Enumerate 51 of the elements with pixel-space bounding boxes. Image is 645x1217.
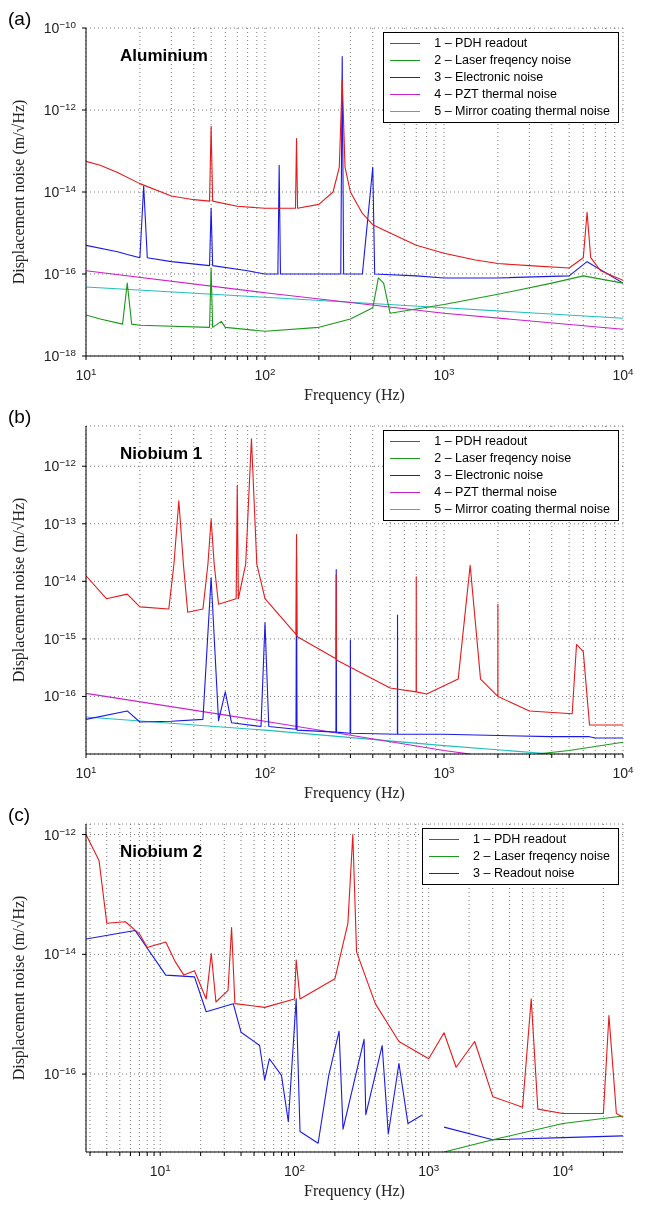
- annotation: Niobium 2: [120, 842, 203, 862]
- x-tick-label: 10$^{3}$: [433, 365, 456, 383]
- y-tick-label: 10$^{−13}$: [43, 514, 77, 532]
- legend-label: 2 – Laser freqency noise: [434, 52, 572, 69]
- y-tick-label: 10$^{−14}$: [43, 182, 77, 200]
- annotation: Aluminium: [120, 46, 208, 66]
- x-tick-label: 10$^{2}$: [254, 365, 276, 383]
- legend-label: 2 – Laser freqency noise: [434, 450, 572, 467]
- legend-label: 4 – PZT thermal noise: [434, 484, 557, 501]
- y-axis-title: Displacement noise (m/√Hz): [9, 497, 28, 683]
- legend-label: 1 – PDH readout: [434, 35, 528, 52]
- y-tick-label: 10$^{−12}$: [43, 825, 76, 843]
- y-tick-label: 10$^{−15}$: [43, 629, 77, 647]
- legend-label: 1 – PDH readout: [473, 831, 567, 848]
- chart-title: (b): [8, 406, 32, 428]
- y-axis-title: Displacement noise (m/√Hz): [9, 99, 28, 285]
- x-tick-label: 10$^{3}$: [433, 763, 456, 781]
- annotation: Niobium 1: [120, 444, 203, 464]
- legend-label: 1 – PDH readout: [434, 433, 528, 450]
- x-tick-label: 10$^{1}$: [75, 365, 97, 383]
- y-tick-label: 10$^{−16}$: [43, 264, 77, 282]
- legend-label: 5 – Mirror coating thermal noise: [434, 103, 610, 120]
- y-tick-label: 10$^{−14}$: [43, 944, 77, 963]
- x-tick-label: 10$^{1}$: [149, 1161, 171, 1179]
- x-tick-label: 10$^{4}$: [612, 763, 635, 781]
- y-tick-label: 10$^{−16}$: [43, 1064, 77, 1083]
- x-axis-title: Frequency (Hz): [304, 1182, 405, 1200]
- legend-label: 5 – Mirror coating thermal noise: [434, 501, 610, 518]
- x-tick-label: 10$^{2}$: [254, 763, 276, 781]
- y-tick-label: 10$^{−12}$: [43, 100, 76, 118]
- line-series: [86, 286, 623, 319]
- x-tick-label: 10$^{4}$: [552, 1161, 575, 1179]
- x-tick-label: 10$^{2}$: [283, 1161, 305, 1179]
- x-tick-label: 10$^{3}$: [418, 1161, 440, 1179]
- y-tick-label: 10$^{−18}$: [43, 346, 77, 364]
- y-tick-label: 10$^{−14}$: [43, 571, 77, 590]
- legend-label: 3 – Electronic noise: [434, 467, 544, 484]
- y-axis-title: Displacement noise (m/√Hz): [9, 895, 28, 1081]
- chart-title: (a): [8, 8, 32, 30]
- x-axis-title: Frequency (Hz): [304, 386, 405, 404]
- y-tick-label: 10$^{−16}$: [43, 686, 77, 705]
- legend-label: 3 – Readout noise: [473, 865, 575, 882]
- y-tick-label: 10$^{−12}$: [43, 456, 76, 475]
- chart-title: (c): [8, 804, 31, 826]
- legend-label: 3 – Electronic noise: [434, 69, 544, 86]
- legend-label: 4 – PZT thermal noise: [434, 86, 557, 103]
- x-tick-label: 10$^{1}$: [75, 763, 97, 781]
- x-tick-label: 10$^{4}$: [612, 365, 635, 383]
- legend-label: 2 – Laser freqency noise: [473, 848, 610, 865]
- y-tick-label: 10$^{−10}$: [43, 18, 77, 36]
- x-axis-title: Frequency (Hz): [304, 784, 405, 802]
